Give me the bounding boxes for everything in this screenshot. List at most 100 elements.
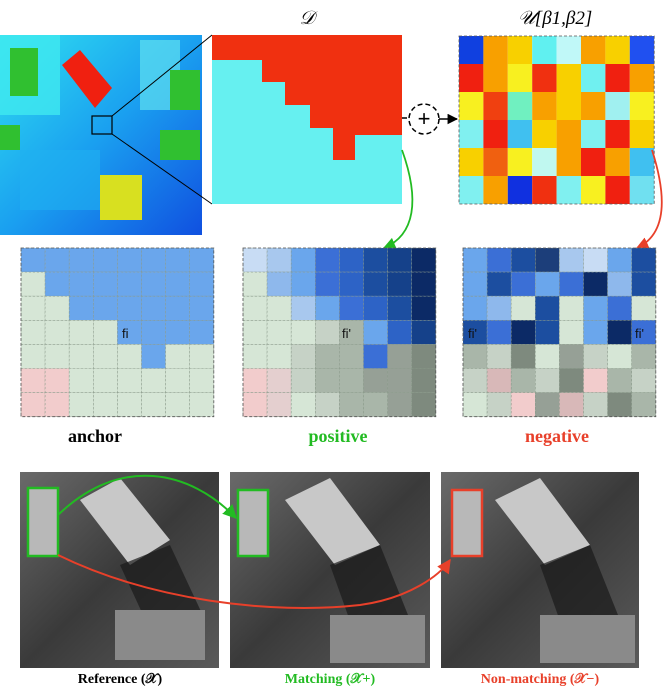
negative-grid-cell	[511, 272, 535, 296]
u-matrix-cell	[605, 120, 629, 148]
negative-grid-cell	[487, 393, 511, 417]
negative-grid-cell	[511, 248, 535, 272]
positive-grid-cell	[291, 344, 315, 368]
anchor-grid-cell	[93, 248, 117, 272]
negative-grid	[463, 248, 656, 417]
negative-grid-cell	[511, 296, 535, 320]
positive-grid-cell	[364, 369, 388, 393]
anchor-grid-cell	[21, 296, 45, 320]
anchor-grid-cell	[21, 248, 45, 272]
u-matrix-cell	[459, 120, 483, 148]
anchor-grid-cell	[190, 393, 214, 417]
anchor-grid-cell	[69, 296, 93, 320]
anchor-grid-cell	[45, 369, 69, 393]
anchor-grid-cell	[117, 393, 141, 417]
u-matrix-cell	[508, 36, 532, 64]
negative-grid-cell	[584, 393, 608, 417]
negative-grid-cell	[608, 248, 632, 272]
anchor-grid-cell	[45, 344, 69, 368]
anchor-feature-label: fi	[122, 326, 129, 341]
u-matrix-cell	[508, 92, 532, 120]
anchor-grid-cell	[45, 272, 69, 296]
u-matrix-cell	[630, 176, 654, 204]
anchor-grid-cell	[166, 393, 190, 417]
u-matrix-cell	[483, 148, 507, 176]
anchor-grid-cell	[93, 296, 117, 320]
positive-grid-cell	[267, 369, 291, 393]
anchor-grid-cell	[142, 369, 166, 393]
u-matrix-cell	[605, 36, 629, 64]
positive-grid-cell	[291, 296, 315, 320]
anchor-grid-cell	[93, 393, 117, 417]
positive-grid-cell	[291, 369, 315, 393]
u-matrix-cell	[508, 148, 532, 176]
anchor-grid-cell	[166, 296, 190, 320]
u-matrix-cell	[630, 36, 654, 64]
u-matrix-cell	[581, 64, 605, 92]
u-matrix-cell	[483, 120, 507, 148]
positive-grid	[243, 248, 436, 417]
negative-grid-cell	[632, 393, 656, 417]
negative-grid-cell	[559, 344, 583, 368]
u-matrix-cell	[459, 176, 483, 204]
u-matrix-cell	[483, 176, 507, 204]
u-matrix-cell	[581, 120, 605, 148]
non-matching-photo	[441, 472, 639, 668]
negative-grid-cell	[487, 344, 511, 368]
anchor-grid-cell	[45, 393, 69, 417]
negative-grid-cell	[608, 344, 632, 368]
positive-grid-cell	[315, 369, 339, 393]
anchor-grid-cell	[21, 344, 45, 368]
negative-grid-cell	[463, 248, 487, 272]
positive-grid-cell	[315, 393, 339, 417]
u-matrix-cell	[630, 92, 654, 120]
u-matrix-cell	[557, 176, 581, 204]
u-matrix-cell	[459, 148, 483, 176]
reference-photo	[20, 472, 219, 668]
positive-grid-cell	[315, 344, 339, 368]
negative-grid-cell	[584, 296, 608, 320]
u-matrix-cell	[508, 120, 532, 148]
anchor-grid-cell	[69, 344, 93, 368]
negative-grid-cell	[487, 369, 511, 393]
anchor-grid-cell	[21, 320, 45, 344]
anchor-grid-cell	[117, 272, 141, 296]
positive-grid-cell	[364, 320, 388, 344]
anchor-grid	[21, 248, 214, 417]
anchor-grid-cell	[117, 296, 141, 320]
negative-grid-cell	[511, 320, 535, 344]
non-matching-label: Non-matching (𝒳−)	[440, 672, 640, 688]
negative-feature-label-left: fi'	[468, 326, 477, 341]
anchor-grid-cell	[117, 369, 141, 393]
anchor-grid-cell	[190, 248, 214, 272]
anchor-grid-cell	[69, 320, 93, 344]
positive-grid-cell	[364, 272, 388, 296]
u-matrix-cell	[483, 36, 507, 64]
negative-grid-cell	[608, 369, 632, 393]
negative-grid-cell	[535, 272, 559, 296]
positive-grid-cell	[412, 320, 436, 344]
negative-grid-cell	[535, 248, 559, 272]
negative-grid-cell	[559, 369, 583, 393]
depth-map-image	[0, 35, 202, 235]
anchor-label: anchor	[0, 426, 190, 447]
positive-grid-cell	[243, 320, 267, 344]
u-matrix-cell	[630, 120, 654, 148]
u-matrix-cell	[557, 120, 581, 148]
negative-grid-cell	[559, 320, 583, 344]
u-matrix-cell	[483, 92, 507, 120]
negative-grid-cell	[632, 344, 656, 368]
anchor-grid-cell	[166, 369, 190, 393]
anchor-grid-cell	[166, 248, 190, 272]
negative-grid-cell	[584, 320, 608, 344]
u-matrix-cell	[581, 176, 605, 204]
negative-grid-cell	[511, 393, 535, 417]
anchor-grid-cell	[190, 320, 214, 344]
positive-grid-cell	[364, 344, 388, 368]
positive-grid-cell	[315, 296, 339, 320]
negative-grid-cell	[608, 272, 632, 296]
anchor-grid-cell	[93, 272, 117, 296]
anchor-grid-cell	[142, 393, 166, 417]
positive-grid-cell	[412, 344, 436, 368]
